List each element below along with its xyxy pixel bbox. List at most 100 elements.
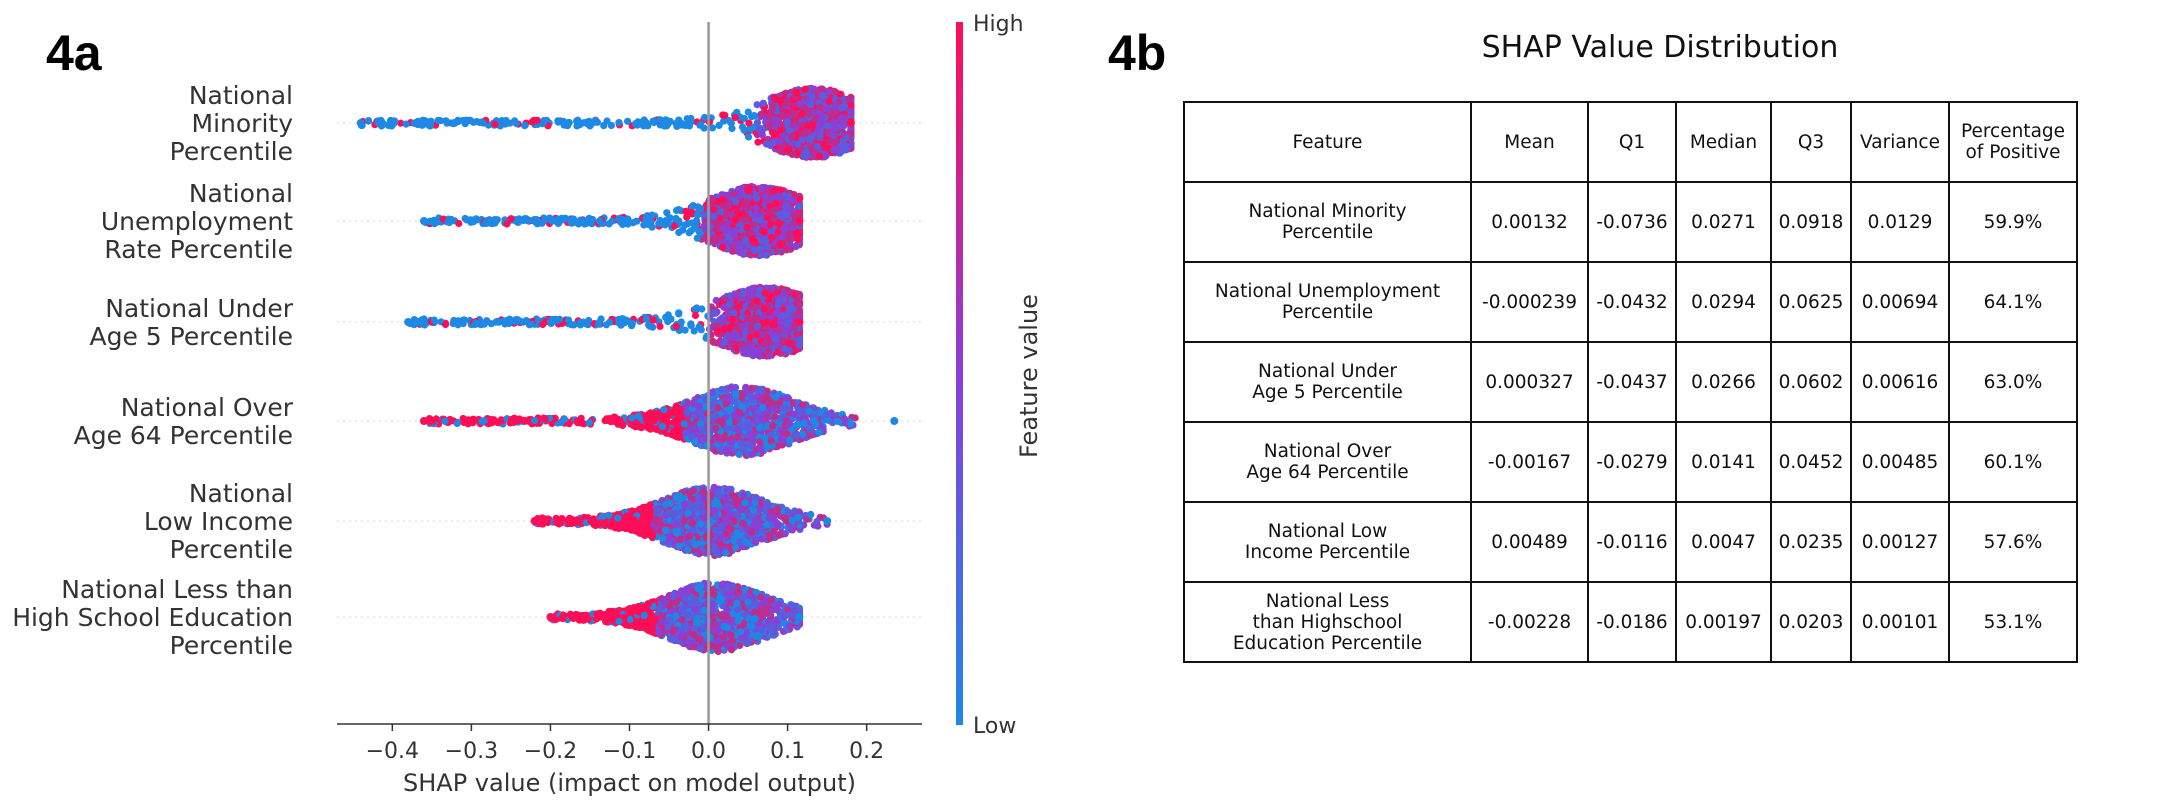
shap-point [469,118,478,126]
shap-point [417,119,425,127]
shap-point [760,340,768,348]
shap-point [800,86,809,94]
shap-point [460,316,468,324]
shap-point [781,344,789,353]
shap-point [772,200,780,208]
shap-point [649,316,657,324]
shap-point [744,133,753,141]
shap-point [576,216,585,224]
shap-point [720,117,728,125]
shap-point [607,121,616,130]
shap-point [769,139,777,147]
shap-point [764,347,772,356]
shap-point [807,101,815,109]
shap-point [781,326,789,334]
shap-point [789,196,797,204]
shap-point [447,215,455,224]
shap-point [836,114,845,122]
shap-point [833,145,841,153]
shap-point [691,311,700,320]
shap-point [695,323,703,331]
shap-point [754,138,762,146]
shap-point [476,319,484,327]
shap-point [617,321,625,329]
shap-point [434,116,442,124]
shap-point [693,211,701,219]
shap-point [824,122,832,130]
shap-point [364,117,373,125]
shap-point [664,317,672,326]
shap-point [701,113,709,122]
shap-point [650,118,658,127]
shap-point [786,245,795,253]
shap-point [753,101,761,109]
shap-point [783,99,791,107]
shap-point [753,119,762,127]
shap-point [721,325,729,333]
shap-point [663,217,671,225]
shap-point [770,94,779,102]
shap-point [687,320,695,328]
shap-point [751,237,759,245]
shap-point [846,119,855,127]
shap-point [715,121,723,129]
shap-point [816,103,824,111]
shap-point [514,316,522,324]
shap-point [491,120,499,128]
shap-point [732,344,740,352]
shap-point [763,140,771,148]
shap-point [378,122,386,130]
shap-point [564,316,573,324]
shap-point [757,216,765,224]
shap-point [633,217,641,225]
shap-point [776,318,785,326]
shap-point [756,124,764,132]
shap-point [584,219,593,227]
shap-point [731,216,740,224]
shap-point [670,222,679,230]
shap-point [356,119,365,127]
shap-point [663,209,671,217]
beeswarm-row [404,283,804,360]
shap-point [792,330,800,339]
shap-point [768,105,776,113]
shap-point [554,219,563,228]
shap-point [746,333,754,341]
shap-point [792,124,800,132]
shap-point [719,224,727,233]
shap-point [469,216,477,224]
shap-point [772,121,780,129]
shap-point [776,186,785,194]
shap-point [759,99,767,107]
shap-point [795,341,804,349]
shap-point [795,203,804,211]
shap-point [755,347,764,355]
panel-a-label: 4a [46,25,102,81]
shap-point [785,145,793,153]
shap-point [681,221,689,229]
shap-point [766,202,774,210]
shap-point [741,236,750,244]
shap-point [778,240,786,248]
shap-point [721,111,729,119]
shap-point [596,217,604,225]
shap-point [809,132,817,141]
shap-point [776,126,785,134]
shap-point [802,148,810,157]
shap-point [688,203,696,211]
shap-point [726,300,734,309]
shap-point [576,121,584,129]
shap-point [441,320,450,329]
shap-point [540,216,549,224]
shap-point [774,192,782,201]
shap-point [402,120,410,128]
shap-point [783,211,791,219]
shap-point [744,187,752,195]
shap-point [791,110,799,119]
shap-point [507,215,515,223]
shap-point [579,318,587,326]
shap-point [709,237,717,245]
shap-point [648,211,656,219]
shap-point [776,138,784,146]
shap-point [728,315,737,323]
